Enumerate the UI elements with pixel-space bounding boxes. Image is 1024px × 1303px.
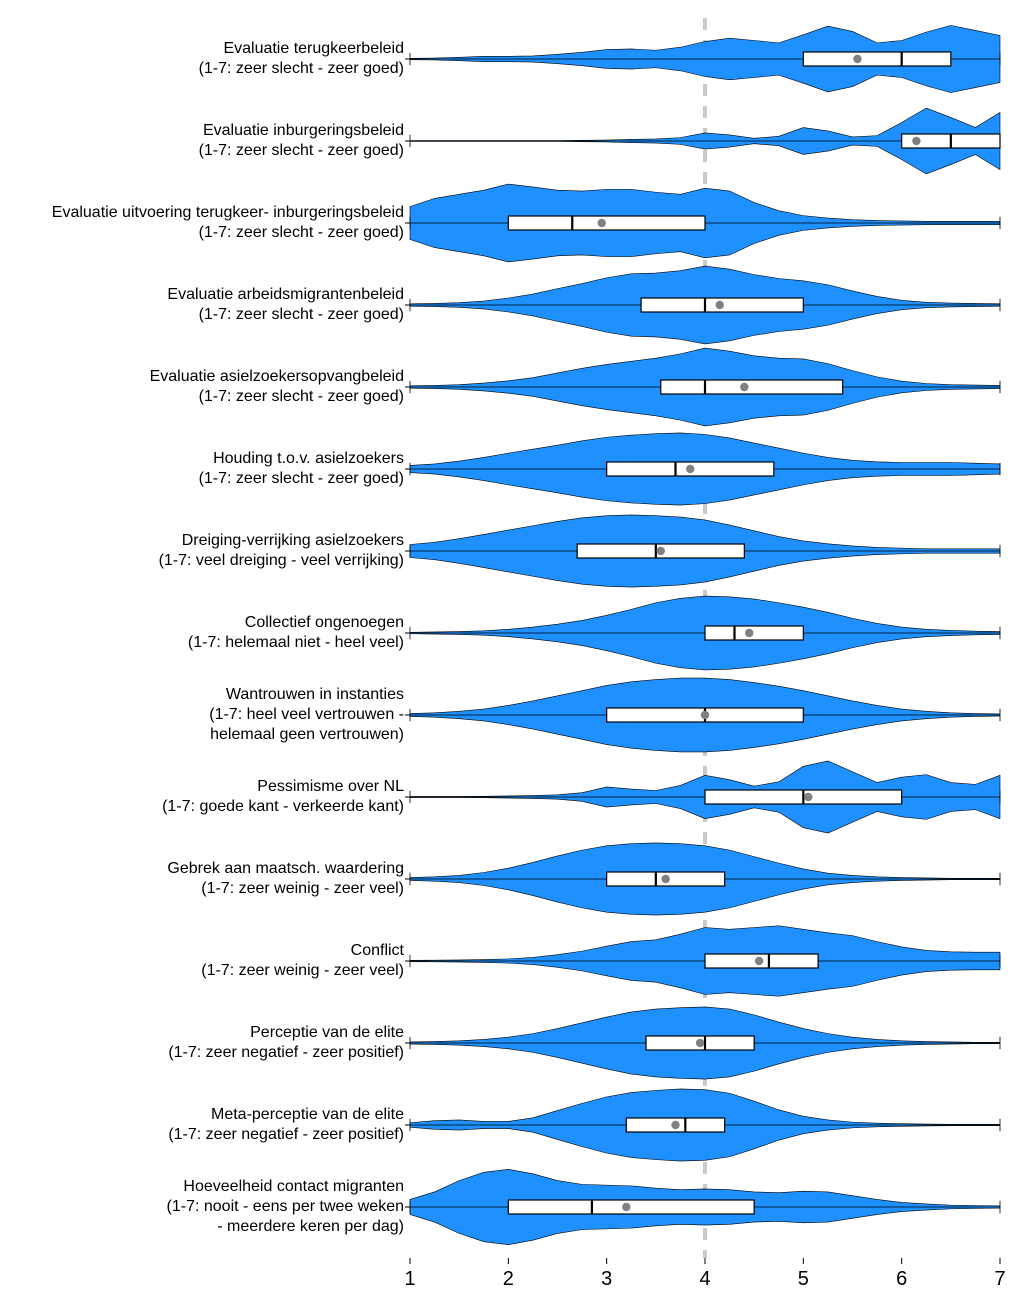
mean-dot [912,137,920,145]
mean-dot [701,711,709,719]
mean-dot [804,793,812,801]
mean-dot [661,875,669,883]
x-tick-label: 5 [798,1268,809,1291]
x-tick-label: 4 [699,1268,710,1291]
box [705,626,803,640]
row-label: Evaluatie terugkeerbeleid (1-7: zeer sle… [4,39,404,79]
row-label: Gebrek aan maatsch. waardering (1-7: zee… [4,859,404,899]
row-label: Evaluatie uitvoering terugkeer- inburger… [4,203,404,243]
row-label: Perceptie van de elite (1-7: zeer negati… [4,1023,404,1063]
mean-dot [657,547,665,555]
mean-dot [745,629,753,637]
row-label: Conflict (1-7: zeer weinig - zeer veel) [4,941,404,981]
mean-dot [853,55,861,63]
mean-dot [598,219,606,227]
box [661,380,843,394]
x-tick-label: 2 [503,1268,514,1291]
x-tick-label: 3 [601,1268,612,1291]
row-label: Hoeveelheid contact migranten (1-7: nooi… [4,1177,404,1237]
box [508,1200,754,1214]
mean-dot [622,1203,630,1211]
mean-dot [716,301,724,309]
mean-dot [686,465,694,473]
row-label: Collectief ongenoegen (1-7: helemaal nie… [4,613,404,653]
x-tick-label: 6 [896,1268,907,1291]
row-label: Evaluatie arbeidsmigrantenbeleid (1-7: z… [4,285,404,325]
mean-dot [696,1039,704,1047]
row-label: Evaluatie asielzoekersopvangbeleid (1-7:… [4,367,404,407]
mean-dot [671,1121,679,1129]
row-label: Dreiging-verrijking asielzoekers (1-7: v… [4,531,404,571]
box [508,216,705,230]
row-label: Evaluatie inburgeringsbeleid (1-7: zeer … [4,121,404,161]
row-label: Wantrouwen in instanties (1-7: heel veel… [4,685,404,745]
x-tick-label: 7 [994,1268,1005,1291]
chart-container: 1 2 3 4 5 6 7 Evaluatie terugkeerbeleid (1-7: z… [0,0,1024,1303]
mean-dot [755,957,763,965]
row-label: Pessimisme over NL (1-7: goede kant - ve… [4,777,404,817]
row-label: Meta-perceptie van de elite (1-7: zeer n… [4,1105,404,1145]
mean-dot [740,383,748,391]
x-tick-label: 1 [404,1268,415,1291]
row-label: Houding t.o.v. asielzoekers (1-7: zeer s… [4,449,404,489]
box [803,52,951,66]
